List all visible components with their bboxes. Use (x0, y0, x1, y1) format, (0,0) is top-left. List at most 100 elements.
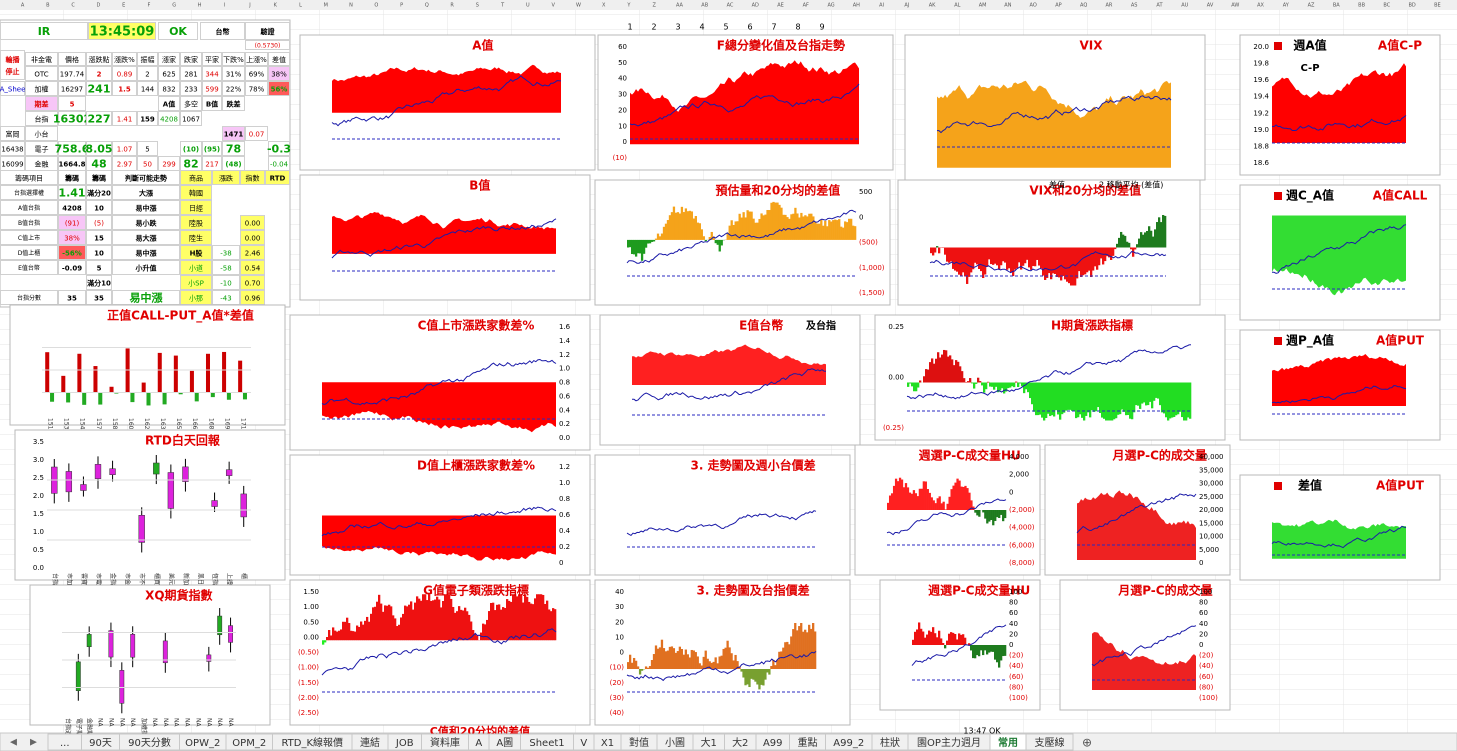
chart-panel: H期貨漲跌指標 0.25 0.00 (0.25) (874, 314, 1226, 441)
chart-line (626, 510, 817, 537)
chart-diff-bar (1185, 382, 1188, 421)
column-letter: M (324, 3, 328, 9)
tick-label: 1.6 (559, 323, 571, 331)
chart-diff-bar (350, 630, 353, 641)
chart-diff-bar (680, 649, 684, 669)
sheet-tab-label[interactable]: 大2 (732, 736, 748, 749)
sheet-tab-label[interactable]: 常用 (998, 736, 1018, 749)
sheet-tab-label[interactable]: 小圖 (665, 737, 685, 749)
table-cell (86, 141, 112, 156)
sheet-tab-label[interactable]: X1 (601, 738, 614, 749)
chart-diff-bar (702, 656, 705, 669)
sheet-tab-label[interactable]: JOB (395, 738, 414, 749)
chart-diff-bar (326, 637, 329, 641)
table-cell (245, 52, 268, 66)
chart-diff-bar (806, 216, 809, 240)
table-text: 8.05 (85, 143, 112, 156)
sheet-tab-label[interactable]: ... (60, 738, 70, 749)
chart-area (322, 382, 556, 433)
chart-diff-bar (680, 206, 684, 240)
chart-bar (130, 392, 135, 403)
tab-nav-left[interactable]: ◀ (10, 738, 17, 748)
chart-diff-bar (970, 247, 973, 273)
column-letter: F (148, 3, 151, 9)
chart-diff-bar (548, 609, 551, 641)
chart-line (911, 624, 1007, 666)
sheet-tab-label[interactable]: 支壓線 (1035, 736, 1065, 749)
chart-diff-bar (1019, 382, 1022, 384)
chart-panel: C值上市漲跌家數差% 1.6 1.4 1.2 1.0 0.8 0.6 0.4 0.2 0.0 (289, 314, 591, 451)
sheet-tab-label[interactable]: 90天分數 (128, 736, 171, 749)
table-text: B值 (206, 100, 218, 109)
table-text: (0.5730) (255, 43, 281, 50)
sheet-tab-label[interactable]: 90天 (89, 738, 112, 749)
sheet-tab-label[interactable]: A99_2 (833, 738, 864, 749)
chart-diff-bar (824, 220, 827, 240)
chart-diff-bar (1095, 382, 1098, 412)
chart-diff-bar (926, 634, 929, 645)
table-text: 281 (184, 71, 197, 79)
chart-diff-bar (1084, 247, 1087, 275)
chart-diff-bar (534, 598, 537, 641)
chart-diff-bar (1015, 381, 1018, 383)
tick-label: (20) (610, 679, 625, 687)
sheet-tab-label[interactable]: Sheet1 (529, 738, 564, 749)
tick-label: 0.2 (559, 420, 570, 428)
chart-diff-bar (736, 661, 739, 669)
chart-diff-bar (1158, 217, 1161, 248)
column-letter: AC (727, 3, 734, 9)
sheet-tab-label[interactable]: A99 (763, 738, 783, 749)
column-letter: D (96, 3, 100, 9)
chart-diff-bar (1138, 238, 1141, 248)
table-text: 2 (145, 71, 149, 79)
chart-diff-bar (780, 651, 783, 669)
chart-diff-bar (484, 624, 487, 641)
sheet-tab-label[interactable]: A (475, 738, 482, 749)
table-text: 小道 (189, 264, 203, 273)
chart-diff-bar (690, 649, 693, 669)
chart-diff-bar (1088, 247, 1091, 271)
chart-area (1272, 63, 1406, 143)
sheet-tab[interactable] (1025, 733, 1074, 751)
tick-label: 20 (618, 106, 627, 114)
chart-diff-bar (728, 225, 731, 240)
chart-diff-bar (742, 669, 745, 678)
sheet-tab-label[interactable]: 連結 (360, 736, 380, 749)
chart-diff-bar (452, 606, 455, 641)
sheet-tab-label[interactable]: 園OP主力週月 (917, 736, 981, 749)
chart-bar (157, 352, 162, 393)
table-cell (268, 66, 290, 81)
sheet-tab-label[interactable]: V (580, 738, 587, 749)
chart-diff-bar (978, 510, 981, 517)
chart-diff-bar (674, 652, 678, 669)
sheet-tab-label[interactable]: 柱狀 (880, 736, 900, 749)
sheet-tab-label[interactable]: A圖 (496, 737, 513, 749)
sheet-tab-label[interactable]: 對值 (629, 736, 649, 749)
sheet-tab-label[interactable]: OPW_2 (185, 738, 220, 749)
chart-diff-bar (456, 611, 459, 641)
tab-nav-right[interactable]: ▶ (30, 738, 37, 748)
table-text: 4208 (160, 116, 178, 124)
chart-diff-bar (712, 236, 715, 240)
add-sheet[interactable]: ⊕ (1082, 736, 1092, 750)
sheet-tab-label[interactable]: 資料庫 (430, 736, 460, 749)
chart-diff-bar (904, 483, 908, 510)
chart-title: A值 (472, 38, 493, 53)
chart-diff-bar (444, 594, 447, 641)
chart-diff-bar (995, 382, 998, 387)
table-cell (180, 170, 212, 185)
sheet-tab-label[interactable]: OPM_2 (232, 738, 266, 749)
chart-diff-bar (448, 594, 451, 641)
tick-label: 80 (1009, 599, 1018, 607)
chart-diff-bar (994, 645, 997, 660)
chart-diff-bar (954, 482, 957, 510)
sheet-tab-label[interactable]: 重點 (798, 736, 818, 749)
chart-diff-bar (404, 605, 407, 641)
chart-diff-bar (1097, 382, 1100, 408)
chart-diff-bar (1068, 247, 1071, 284)
sheet-tab-label[interactable]: 大1 (701, 736, 717, 749)
table-cell (0, 22, 88, 40)
tick-label: 19.0 (1253, 126, 1269, 134)
table-cell (58, 200, 86, 215)
sheet-tab-label[interactable]: RTD_K線報價 (281, 736, 343, 749)
